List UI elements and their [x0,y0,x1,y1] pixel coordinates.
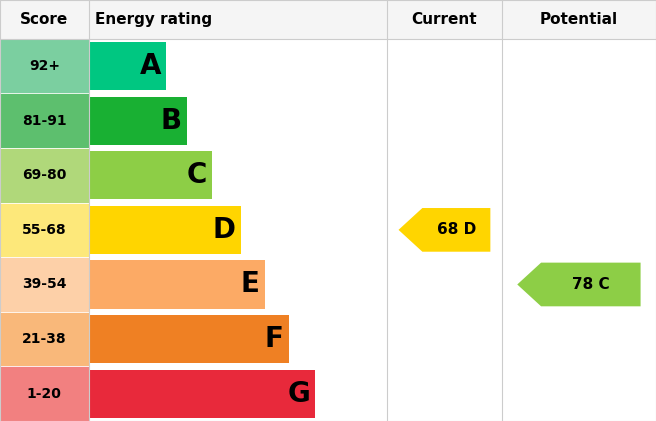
Bar [0,39,89,93]
Bar [0,0,656,39]
Text: 81-91: 81-91 [22,114,67,128]
Bar [89,261,264,309]
Bar [0,312,89,366]
Text: B: B [161,107,182,135]
Text: G: G [287,380,310,408]
Bar [89,206,241,254]
Bar [89,96,187,145]
Text: D: D [213,216,236,244]
Text: 78 C: 78 C [572,277,609,292]
Text: 1-20: 1-20 [27,387,62,401]
Bar [89,370,316,418]
Polygon shape [517,263,640,306]
Bar [0,93,89,148]
Text: 39-54: 39-54 [22,277,66,291]
Bar [0,366,89,421]
Text: Energy rating: Energy rating [95,12,213,27]
Text: A: A [140,52,161,80]
Bar [89,151,213,199]
Text: F: F [264,325,283,353]
Text: 69-80: 69-80 [22,168,66,182]
Text: Score: Score [20,12,68,27]
Text: E: E [241,270,259,298]
Polygon shape [399,208,490,252]
Text: 21-38: 21-38 [22,332,67,346]
Text: 68 D: 68 D [437,222,476,237]
Bar [89,42,166,90]
Text: Current: Current [411,12,478,27]
Text: 92+: 92+ [29,59,60,73]
Text: Potential: Potential [540,12,618,27]
Bar [0,203,89,257]
Bar [0,257,89,312]
Bar [89,315,289,363]
Bar [0,148,89,203]
Text: C: C [187,161,207,189]
Text: 55-68: 55-68 [22,223,67,237]
